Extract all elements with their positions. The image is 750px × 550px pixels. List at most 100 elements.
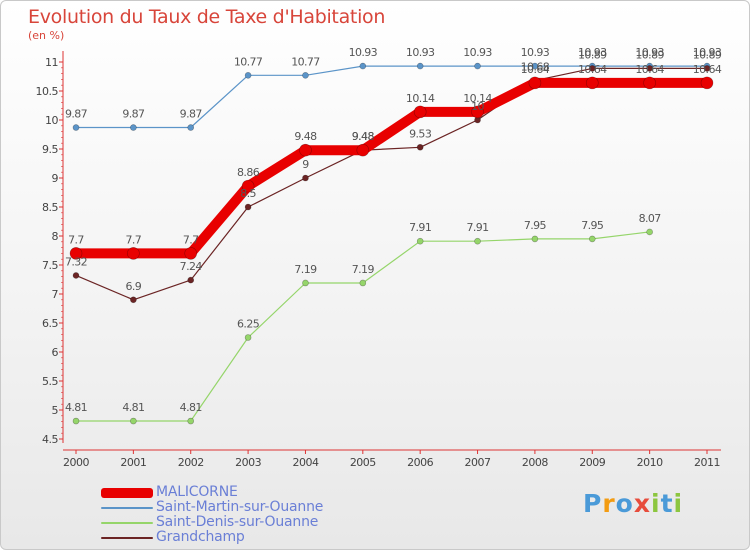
- data-label-saint-denis-sur-ouanne: 6.25: [237, 318, 260, 331]
- data-label-grandchamp: 8.5: [240, 187, 256, 200]
- legend-label: Saint-Martin-sur-Ouanne: [156, 499, 324, 515]
- legend-label: Saint-Denis-sur-Ouanne: [156, 514, 319, 530]
- data-label-saint-denis-sur-ouanne: 7.91: [409, 221, 431, 234]
- data-point-malicorne: [184, 247, 198, 260]
- data-point-grandchamp: [588, 65, 596, 72]
- data-point-malicorne: [356, 143, 370, 157]
- data-label-saint-denis-sur-ouanne: 4.81: [122, 401, 144, 414]
- data-label-malicorne: 10.14: [463, 92, 492, 105]
- data-label-malicorne: 7.7: [183, 233, 199, 246]
- data-point-grandchamp: [72, 272, 80, 279]
- data-point-saint-denis-sur-ouanne: [244, 334, 252, 341]
- data-label-saint-denis-sur-ouanne: 7.95: [581, 219, 604, 232]
- data-label-saint-martin-sur-ouanne: 10.93: [578, 46, 607, 59]
- y-tick-label: 4.5: [42, 433, 58, 446]
- y-tick-label: 9.5: [42, 143, 58, 156]
- data-label-grandchamp: 10: [471, 100, 484, 113]
- data-label-saint-martin-sur-ouanne: 10.93: [463, 46, 492, 59]
- chart-title: Evolution du Taux de Taxe d'Habitation: [28, 6, 386, 28]
- data-label-saint-martin-sur-ouanne: 10.93: [406, 46, 435, 59]
- logo-letter: i: [651, 489, 661, 518]
- data-point-saint-denis-sur-ouanne: [359, 279, 367, 287]
- data-label-grandchamp: 9.53: [409, 127, 432, 140]
- data-point-saint-martin-sur-ouanne: [474, 62, 481, 70]
- data-point-saint-denis-sur-ouanne: [474, 237, 481, 245]
- data-label-saint-denis-sur-ouanne: 7.19: [294, 263, 317, 276]
- data-point-malicorne: [528, 76, 542, 90]
- data-point-saint-martin-sur-ouanne: [302, 72, 309, 79]
- legend-label: MALICORNE: [156, 484, 238, 500]
- data-point-malicorne: [127, 247, 140, 260]
- data-point-saint-martin-sur-ouanne: [130, 124, 137, 131]
- legend-item-saint-denis-sur-ouanne: Saint-Denis-sur-Ouanne: [101, 514, 401, 530]
- logo-letter: o: [615, 489, 634, 518]
- data-label-malicorne: 10.64: [693, 63, 722, 76]
- data-label-grandchamp: 9.48: [352, 130, 375, 143]
- data-label-grandchamp: 10.89: [635, 48, 664, 61]
- legend-label: Grandchamp: [156, 529, 245, 545]
- data-label-malicorne: 8.86: [237, 166, 260, 179]
- data-label-grandchamp: 9: [302, 158, 309, 171]
- data-label-malicorne: 9.48: [294, 130, 317, 143]
- data-label-grandchamp: 7.24: [180, 260, 203, 273]
- x-tick-label: 2010: [637, 456, 663, 469]
- x-tick-label: 2001: [120, 456, 146, 469]
- data-point-saint-denis-sur-ouanne: [646, 228, 653, 236]
- data-point-grandchamp: [646, 65, 653, 72]
- data-point-grandchamp: [703, 65, 711, 72]
- data-label-malicorne: 10.64: [521, 63, 550, 76]
- y-tick-label: 10: [45, 114, 58, 127]
- series-lines: [69, 62, 714, 425]
- data-point-malicorne: [413, 105, 427, 119]
- data-label-grandchamp: 6.9: [126, 280, 142, 293]
- y-tick-label: 8.5: [42, 201, 58, 214]
- legend: MALICORNE Saint-Martin-sur-Ouanne Saint-De…: [101, 484, 401, 545]
- series-line-saint-martin-sur-ouanne: [75, 65, 708, 129]
- legend-item-saint-martin-sur-ouanne: Saint-Martin-sur-Ouanne: [101, 499, 401, 515]
- y-tick-label: 5.5: [42, 375, 58, 388]
- y-tick-label: 10.5: [36, 85, 59, 98]
- data-label-malicorne: 9.48: [352, 130, 375, 143]
- data-point-saint-martin-sur-ouanne: [416, 62, 424, 70]
- data-point-saint-denis-sur-ouanne: [531, 235, 539, 243]
- data-label-saint-martin-sur-ouanne: 9.87: [122, 108, 145, 121]
- data-label-saint-denis-sur-ouanne: 7.95: [524, 219, 547, 232]
- data-label-saint-denis-sur-ouanne: 4.81: [65, 401, 87, 414]
- axes: 4.5 5 5.5 6 6.5 7 7.5 8 8.5 9 9.5 10 10.5 11 2000 2001 2…: [36, 51, 721, 469]
- chart-subtitle: (en %): [28, 29, 65, 42]
- x-tick-label: 2009: [579, 456, 605, 469]
- legend-item-malicorne: MALICORNE: [101, 484, 401, 500]
- y-tick-label: 6: [52, 346, 59, 359]
- x-tick-label: 2002: [178, 456, 204, 469]
- data-label-saint-martin-sur-ouanne: 10.93: [521, 46, 550, 59]
- x-tick-label: 2004: [292, 456, 318, 469]
- data-point-malicorne: [241, 179, 255, 193]
- legend-swatch: [101, 507, 153, 509]
- data-label-saint-martin-sur-ouanne: 10.93: [635, 46, 664, 59]
- x-tick-label: 2003: [235, 456, 261, 469]
- data-point-grandchamp: [130, 296, 137, 304]
- data-label-malicorne: 7.7: [126, 233, 142, 246]
- data-point-saint-martin-sur-ouanne: [359, 62, 367, 70]
- data-point-saint-denis-sur-ouanne: [588, 235, 596, 243]
- legend-swatch: [101, 488, 153, 498]
- data-point-malicorne: [585, 76, 599, 90]
- data-label-saint-denis-sur-ouanne: 7.19: [352, 263, 375, 276]
- data-label-saint-martin-sur-ouanne: 10.93: [349, 46, 378, 59]
- data-point-saint-martin-sur-ouanne: [72, 124, 80, 131]
- y-tick-label: 6.5: [42, 317, 58, 330]
- y-tick-label: 8: [52, 230, 59, 243]
- data-point-saint-martin-sur-ouanne: [244, 72, 252, 79]
- data-label-saint-martin-sur-ouanne: 10.77: [291, 55, 320, 68]
- series-line-saint-denis-sur-ouanne: [75, 231, 651, 422]
- data-label-grandchamp: 10.68: [521, 61, 550, 74]
- data-point-saint-martin-sur-ouanne: [187, 124, 195, 131]
- data-point-grandchamp: [302, 174, 309, 182]
- data-label-malicorne: 10.64: [578, 63, 607, 76]
- data-point-malicorne: [643, 76, 656, 90]
- data-label-grandchamp: 10.89: [693, 48, 722, 61]
- legend-item-grandchamp: Grandchamp: [101, 529, 401, 545]
- proxiti-logo: Proxiti: [583, 489, 683, 518]
- x-tick-label: 2000: [63, 456, 89, 469]
